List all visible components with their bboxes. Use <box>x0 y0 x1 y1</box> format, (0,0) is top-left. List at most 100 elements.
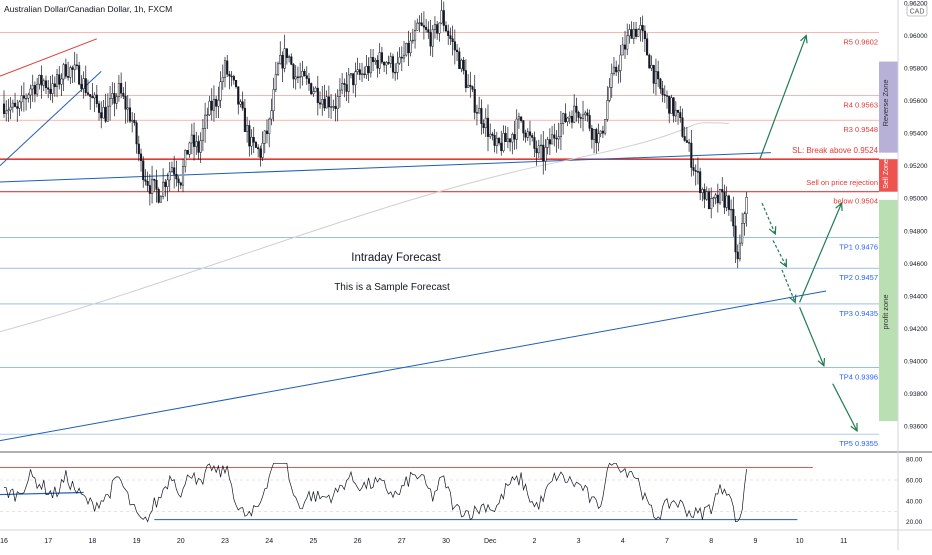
candle-body <box>458 51 461 69</box>
candle <box>106 93 109 122</box>
candle-body <box>168 171 171 181</box>
trendline-resistance-short[interactable] <box>0 38 98 77</box>
candle-body <box>307 78 311 84</box>
candle-body <box>71 67 74 70</box>
candle <box>327 85 330 119</box>
candle <box>363 66 366 79</box>
candle-body <box>663 94 666 96</box>
candle-body <box>241 101 244 109</box>
candle-body <box>91 96 94 99</box>
candle-body <box>137 143 140 155</box>
candle <box>646 33 649 56</box>
candle <box>201 119 204 152</box>
candle-body <box>597 133 600 144</box>
candle-body <box>632 28 635 39</box>
candle-body <box>228 73 231 77</box>
candle <box>144 169 147 186</box>
candle-body <box>40 75 43 86</box>
candle-body <box>654 71 658 84</box>
candle <box>608 78 611 103</box>
candle-body <box>732 208 735 227</box>
candle-body <box>193 134 196 147</box>
candle-body <box>230 75 233 78</box>
forecast-arrow-3[interactable] <box>781 269 797 304</box>
candle-body <box>133 119 136 124</box>
candle <box>484 108 487 138</box>
candle <box>595 127 598 154</box>
candle <box>650 55 653 72</box>
candle <box>738 234 741 262</box>
arrow-head <box>788 294 797 304</box>
candle-body <box>621 44 624 56</box>
candle-body <box>577 112 580 118</box>
candle-body <box>67 76 70 78</box>
forecast-arrow-1[interactable] <box>761 202 777 236</box>
candle-body <box>555 137 558 140</box>
candle <box>456 44 459 61</box>
forecast-arrow-4[interactable] <box>799 201 843 303</box>
trendline-support-lower[interactable] <box>0 290 827 442</box>
forecast-arrow-0[interactable] <box>759 34 808 160</box>
candle-body <box>283 48 286 69</box>
candle-body <box>341 83 344 91</box>
candle-body <box>93 94 96 99</box>
forecast-arrow-2[interactable] <box>772 240 787 268</box>
candle-body <box>456 49 459 53</box>
candle <box>75 53 78 70</box>
candle-body <box>356 69 359 72</box>
candle-body <box>347 74 350 92</box>
candle <box>431 24 434 58</box>
candle <box>146 171 149 192</box>
candle <box>95 85 98 108</box>
candle <box>184 149 187 173</box>
candle-body <box>562 113 565 124</box>
candle <box>400 46 403 72</box>
candle <box>307 72 311 91</box>
candle <box>323 84 326 111</box>
candle <box>16 99 19 122</box>
time-axis[interactable]: 16 17 18 19 20 23 24 25 26 27 30 Dec 2 3 4 7 8 9 10 11 <box>0 538 847 545</box>
price-axis[interactable]: 0.96200 0.96000 0.95800 0.95600 0.95400 0.952… <box>904 1 928 431</box>
candle-body <box>117 83 120 97</box>
candle <box>478 96 481 114</box>
arrow-head <box>779 258 787 268</box>
candle-body <box>696 171 699 173</box>
forecast-arrow-5[interactable] <box>799 307 826 368</box>
candle-body <box>542 144 545 162</box>
candle <box>440 0 443 25</box>
price-tick-label: 0.93600 <box>904 424 928 431</box>
candle <box>641 15 644 42</box>
candle <box>241 91 244 111</box>
candle <box>296 66 299 84</box>
candle <box>341 73 344 95</box>
candle-body <box>36 83 39 95</box>
trendline-support-upper[interactable] <box>0 152 771 183</box>
candle <box>210 88 213 121</box>
candle-body <box>535 148 538 154</box>
candle <box>69 65 72 85</box>
candle <box>548 128 551 156</box>
forecast-arrow-6[interactable] <box>832 383 858 433</box>
candle <box>544 139 547 171</box>
candle <box>321 85 324 116</box>
candle-body <box>296 76 299 78</box>
oscillator-axis[interactable]: 80.00 60.00 40.00 20.00 <box>906 457 923 527</box>
candle <box>36 78 39 97</box>
candle-body <box>343 83 346 85</box>
candle <box>347 68 350 104</box>
candle-body <box>679 112 682 119</box>
candle <box>458 47 461 70</box>
candle-body <box>62 64 65 80</box>
candle-body <box>672 97 675 117</box>
candle <box>597 123 600 152</box>
candle <box>354 62 357 98</box>
candle <box>221 64 224 90</box>
candle <box>626 23 629 56</box>
candle <box>177 175 180 192</box>
candle-body <box>551 134 554 145</box>
candle <box>420 12 423 27</box>
candle <box>692 158 695 176</box>
candle-body <box>493 135 496 146</box>
candle-body <box>438 22 441 34</box>
